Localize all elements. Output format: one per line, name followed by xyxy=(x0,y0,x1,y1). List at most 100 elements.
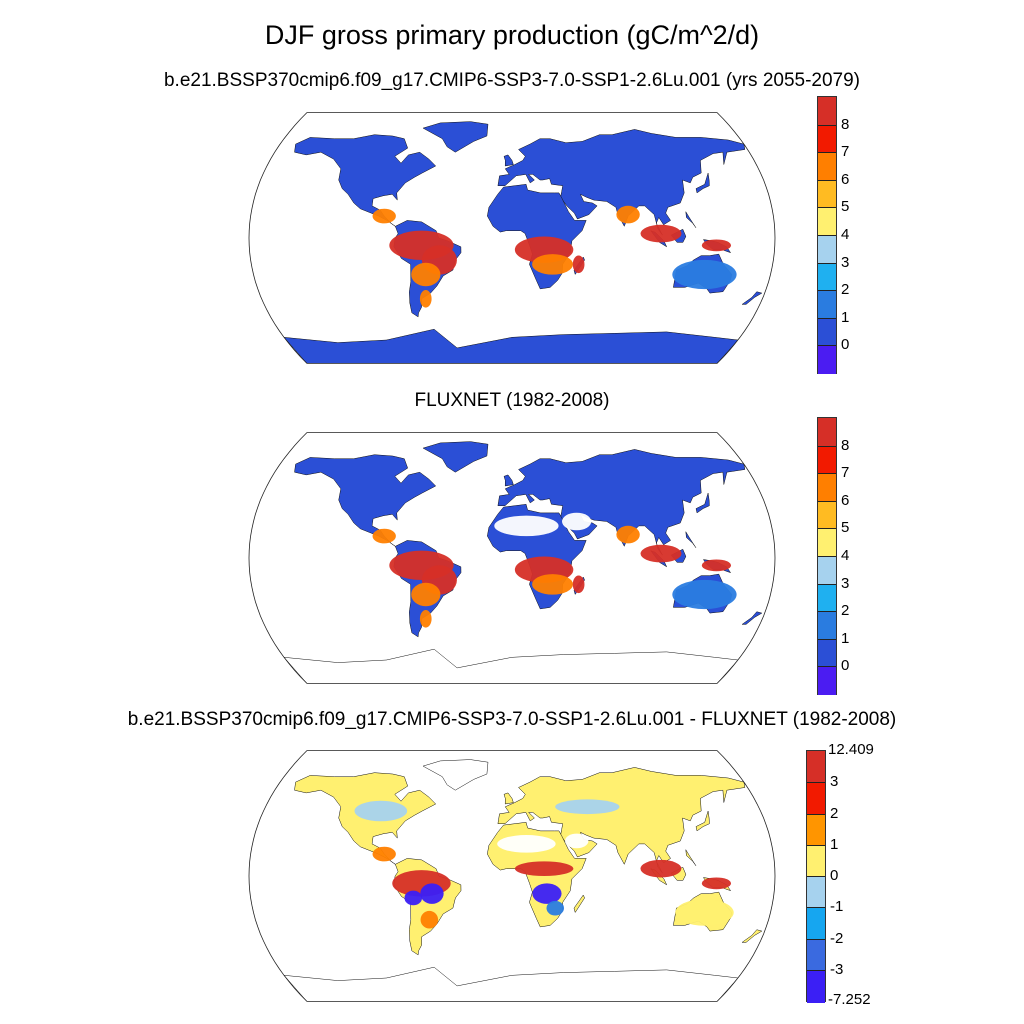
colorbar-swatch xyxy=(807,813,825,847)
patch-india xyxy=(616,205,640,224)
colorbar-swatch xyxy=(818,638,836,668)
patch-parana xyxy=(411,262,441,287)
patch-australia xyxy=(672,579,737,610)
landmass-greenland xyxy=(422,441,489,473)
colorbar-boxes xyxy=(806,750,826,1003)
colorbar-swatch xyxy=(807,876,825,909)
patch-madagascar xyxy=(572,255,585,274)
colorbar-tick-label: 4 xyxy=(841,226,850,243)
colorbar-swatch xyxy=(818,317,836,347)
colorbar-tick-label: 7 xyxy=(841,464,850,482)
colorbar-tick-label: 1 xyxy=(830,835,839,853)
patch-parana xyxy=(411,582,441,607)
patch-central-asia xyxy=(555,799,620,815)
colorbar-swatch xyxy=(818,262,836,292)
patch-australia-diff xyxy=(675,899,734,926)
landmass-japan xyxy=(695,810,710,832)
colorbar-tick-label: 3 xyxy=(841,574,850,592)
patch-sahara xyxy=(494,515,559,537)
colorbar-swatch xyxy=(818,235,836,265)
colorbar-swatch xyxy=(818,124,836,154)
landmass-europe_asia xyxy=(497,767,746,874)
map-outline xyxy=(248,432,776,684)
colorbar-tick-label: 2 xyxy=(830,804,839,822)
landmass-philippines xyxy=(685,211,697,228)
patch-newguinea xyxy=(701,239,732,252)
patch-brazil-neg xyxy=(420,883,444,904)
landmass-namerica xyxy=(294,454,437,547)
patch-patagonia xyxy=(419,610,432,628)
panel-diff-subtitle: b.e21.BSSP370cmip6.f09_g17.CMIP6-SSP3-7.… xyxy=(127,709,897,730)
landmass-europe_asia xyxy=(497,129,746,236)
landmass-japan xyxy=(695,492,710,514)
landmass-newzealand xyxy=(741,611,763,625)
patch-central-america-diff xyxy=(372,846,396,862)
colorbar-boxes xyxy=(817,96,837,375)
patch-sea-diff xyxy=(640,859,682,878)
patch-arabia xyxy=(562,512,592,531)
landmass-newzealand xyxy=(741,291,763,305)
colorbar-swatch xyxy=(818,556,836,586)
patch-sahel xyxy=(514,861,574,877)
colorbar-swatch xyxy=(818,97,836,126)
colorbar-tick-label: 1 xyxy=(841,629,850,647)
colorbar-tick-label: 3 xyxy=(841,253,850,271)
landmass-philippines xyxy=(685,531,697,548)
colorbar-tick-label: 1 xyxy=(841,308,850,326)
colorbar-swatch xyxy=(807,844,825,878)
panel-model-subtitle: b.e21.BSSP370cmip6.f09_g17.CMIP6-SSP3-7.… xyxy=(163,70,861,91)
patch-zambia-neg xyxy=(532,883,562,904)
colorbar-swatch xyxy=(818,345,836,375)
patch-central-america xyxy=(372,208,396,224)
colorbar-min-label: -7.252 xyxy=(828,991,871,1008)
landmass-philippines xyxy=(685,849,697,866)
colorbar-swatch xyxy=(818,528,836,558)
colorbar-swatch xyxy=(807,907,825,940)
colorbar-max-label: 12.409 xyxy=(828,741,874,758)
landmass-namerica xyxy=(294,134,437,227)
colorbar-tick-label: 8 xyxy=(841,115,850,133)
patch-india xyxy=(616,525,640,544)
colorbar-tick-label: 0 xyxy=(830,867,839,884)
land-layer xyxy=(283,759,763,1002)
colorbar-tick-label: -3 xyxy=(830,960,844,978)
colorbar-tick-label: 3 xyxy=(830,773,839,791)
colorbar-swatch xyxy=(818,583,836,613)
colorbar-swatch xyxy=(818,445,836,475)
landmass-greenland xyxy=(422,121,489,153)
colorbar-boxes xyxy=(817,417,837,696)
landmass-greenland xyxy=(422,759,489,791)
colorbar-tick-label: 6 xyxy=(841,491,850,509)
patch-sea xyxy=(640,544,682,563)
colorbar-tick-label: -2 xyxy=(830,929,844,947)
colorbar-tick-label: -1 xyxy=(830,898,844,916)
colorbar-swatch xyxy=(818,207,836,237)
map-outline xyxy=(248,112,776,364)
patch-zambezi xyxy=(532,254,574,275)
patch-sahara xyxy=(497,835,556,853)
patch-australia xyxy=(672,259,737,290)
panel-obs-subtitle: FLUXNET (1982-2008) xyxy=(414,390,610,411)
colorbar-swatch xyxy=(807,969,825,1003)
landmass-europe_asia xyxy=(497,449,746,556)
colorbar-tick-label: 2 xyxy=(841,281,850,299)
patch-sea xyxy=(640,224,682,243)
colorbar-swatch xyxy=(807,751,825,783)
patch-madagascar xyxy=(572,575,585,594)
colorbar-swatch xyxy=(807,782,825,815)
colorbar-tick-label: 0 xyxy=(841,657,850,675)
patch-patagonia xyxy=(419,290,432,308)
colorbar-tick-label: 5 xyxy=(841,198,850,216)
colorbar-swatch xyxy=(818,418,836,447)
colorbar-tick-label: 2 xyxy=(841,602,850,620)
colorbar-swatch xyxy=(818,500,836,530)
colorbar-swatch xyxy=(807,938,825,972)
colorbar-tick-label: 0 xyxy=(841,336,850,354)
patch-arabia xyxy=(565,833,589,849)
patch-na-interior xyxy=(354,800,408,822)
colorbar-tick-label: 7 xyxy=(841,143,850,161)
colorbar-tick-label: 4 xyxy=(841,547,850,564)
